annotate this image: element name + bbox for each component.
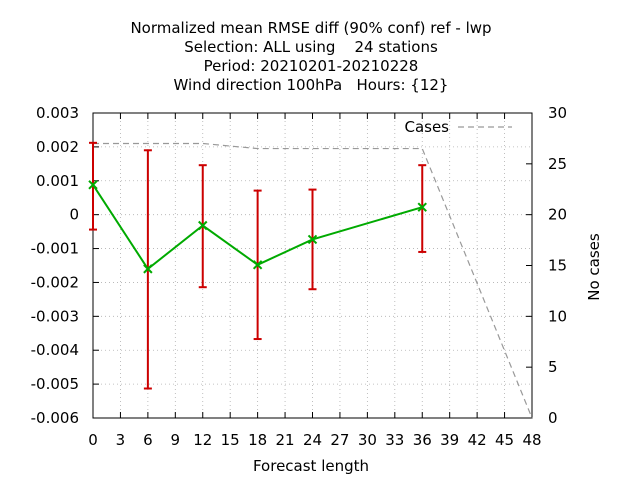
y2-tick-label: 0 [548, 409, 558, 427]
y2-axis-label: No cases [585, 233, 603, 301]
plot-frame [92, 112, 533, 419]
cases-series [93, 142, 533, 419]
y-tick-label: -0.003 [31, 307, 79, 325]
y-tick-label: -0.005 [31, 375, 79, 393]
y-tick-label: -0.004 [31, 341, 79, 359]
data-point-stroke [143, 264, 153, 274]
x-tick-label: 45 [495, 431, 514, 449]
title-line-2: Selection: ALL using 24 stations [184, 38, 438, 56]
y-tick-label: -0.002 [31, 273, 79, 291]
x-tick-label: 15 [221, 431, 240, 449]
y2-tick-label: 20 [548, 206, 567, 224]
x-tick-label: 9 [171, 431, 181, 449]
x-tick-label: 21 [276, 431, 295, 449]
legend-label-cases: Cases [404, 118, 449, 136]
y-tick-label: -0.006 [31, 409, 79, 427]
data-point [143, 264, 153, 274]
data-point-stroke [307, 234, 318, 245]
x-tick-label: 27 [330, 431, 349, 449]
x-tick-label: 36 [413, 431, 432, 449]
title-line-4: Wind direction 100hPa Hours: {12} [174, 76, 449, 94]
x-tick-label: 12 [193, 431, 212, 449]
y-tick-label: 0.003 [36, 104, 79, 122]
data-point [252, 260, 263, 270]
y2-tick-label: 10 [548, 307, 567, 325]
data-point [88, 180, 98, 190]
data-point-stroke [417, 202, 427, 212]
x-tick-label: 30 [358, 431, 377, 449]
axes: 0 3 6 9 12 15 18 21 24 27 30 33 36 39 42 45 480.0030.002… [31, 104, 567, 449]
data-point [198, 220, 208, 231]
cases-line [93, 142, 533, 419]
title-line-3: Period: 20210201-20210228 [204, 57, 419, 75]
x-tick-label: 0 [88, 431, 98, 449]
x-tick-label: 48 [522, 431, 541, 449]
data-point-stroke [252, 260, 263, 270]
y2-tick-label: 30 [548, 104, 567, 122]
title-line-1: Normalized mean RMSE diff (90% conf) ref… [130, 19, 491, 37]
y-tick-label: 0.001 [36, 172, 79, 190]
y-tick-label: 0.002 [36, 138, 79, 156]
data-point-stroke [88, 180, 98, 190]
data-point [417, 202, 427, 212]
x-tick-label: 24 [303, 431, 322, 449]
x-tick-label: 39 [440, 431, 459, 449]
rmse-diff-series [88, 141, 427, 390]
x-tick-label: 6 [143, 431, 153, 449]
x-tick-label: 18 [248, 431, 267, 449]
y-tick-label: 0 [69, 206, 79, 224]
x-tick-label: 33 [385, 431, 404, 449]
data-point-stroke [198, 220, 208, 231]
rmse-diff-line [92, 184, 423, 271]
y2-tick-label: 5 [548, 358, 558, 376]
data-point [307, 234, 318, 245]
x-axis-label: Forecast length [253, 457, 369, 475]
chart-title: Normalized mean RMSE diff (90% conf) ref… [130, 19, 491, 94]
x-tick-label: 3 [116, 431, 126, 449]
y2-tick-label: 25 [548, 155, 567, 173]
y-tick-label: -0.001 [31, 240, 79, 258]
x-tick-label: 42 [468, 431, 487, 449]
y2-tick-label: 15 [548, 257, 567, 275]
legend: Cases [404, 118, 512, 136]
